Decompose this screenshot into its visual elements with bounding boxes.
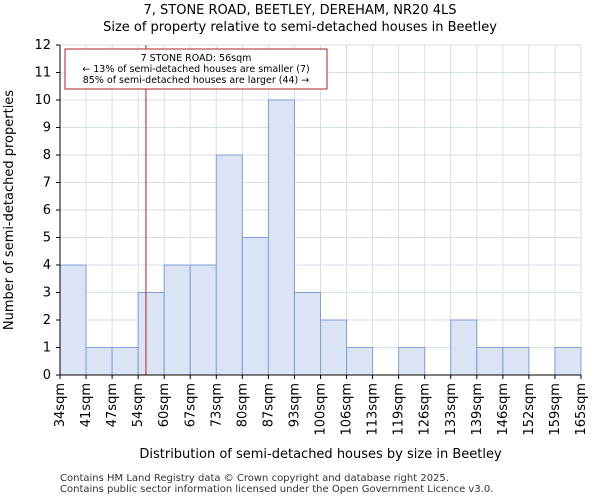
bar <box>111 347 139 376</box>
x-tick-label: 34sqm <box>53 383 68 427</box>
bar <box>554 347 582 376</box>
x-tick-label: 41sqm <box>79 383 94 427</box>
footer-line-1: Contains HM Land Registry data © Crown c… <box>60 473 449 484</box>
bar <box>398 347 426 376</box>
bar <box>293 292 322 376</box>
y-tick-label: 3 <box>43 286 51 301</box>
bar <box>189 264 217 376</box>
x-tick-label: 87sqm <box>261 383 276 427</box>
x-tick-label: 146sqm <box>496 383 511 436</box>
x-tick-label: 159sqm <box>548 383 563 436</box>
y-tick-label: 8 <box>43 148 51 163</box>
bar <box>476 347 504 376</box>
y-tick-label: 5 <box>43 231 51 246</box>
y-tick-label: 2 <box>43 313 51 328</box>
bar <box>450 319 478 376</box>
bar <box>137 292 165 376</box>
x-tick-label: 60sqm <box>157 383 172 427</box>
bar <box>320 319 348 376</box>
y-tick-label: 10 <box>34 93 51 108</box>
y-tick-label: 0 <box>43 368 51 383</box>
x-tick-label: 100sqm <box>314 383 329 436</box>
x-tick-label: 93sqm <box>287 383 302 427</box>
x-tick-label: 106sqm <box>340 383 355 436</box>
x-tick-label: 73sqm <box>209 383 224 427</box>
x-tick-label: 126sqm <box>418 383 433 436</box>
y-tick-label: 9 <box>43 121 51 136</box>
x-tick-label: 113sqm <box>366 383 381 436</box>
y-tick-label: 4 <box>43 258 51 273</box>
bar <box>59 264 87 376</box>
x-tick-label: 47sqm <box>105 383 120 427</box>
marker-annotation: 7 STONE ROAD: 56sqm ← 13% of semi-detach… <box>64 48 328 90</box>
bar <box>502 347 530 376</box>
y-tick-label: 1 <box>43 341 51 356</box>
x-tick-label: 119sqm <box>392 383 407 436</box>
chart-subtitle: Size of property relative to semi-detach… <box>103 20 497 35</box>
bar <box>346 347 374 376</box>
bar <box>215 154 243 376</box>
x-tick-label: 152sqm <box>522 383 537 436</box>
x-tick-label: 80sqm <box>235 383 250 427</box>
annotation-box <box>64 48 328 90</box>
annotation-line-1: 7 STONE ROAD: 56sqm <box>141 53 252 64</box>
annotation-line-3: 85% of semi-detached houses are larger (… <box>83 75 310 86</box>
y-axis-label: Number of semi-detached properties <box>2 90 17 330</box>
y-tick-label: 7 <box>43 176 51 191</box>
y-tick-label: 6 <box>43 203 51 218</box>
bars <box>59 99 582 376</box>
bar <box>163 264 191 376</box>
annotation-line-2: ← 13% of semi-detached houses are smalle… <box>82 64 310 75</box>
x-tick-label: 139sqm <box>470 383 485 436</box>
x-tick-label: 67sqm <box>183 383 198 427</box>
x-tick-labels: 34sqm 41sqm 47sqm 54sqm 60sqm 67sqm 73sqm 80sqm… <box>53 375 589 436</box>
x-axis-label: Distribution of semi-detached houses by … <box>139 447 502 462</box>
bar <box>267 99 295 376</box>
bar <box>85 347 113 376</box>
y-tick-label: 12 <box>34 38 51 53</box>
footer-line-2: Contains public sector information licen… <box>60 484 494 495</box>
y-tick-label: 11 <box>34 66 51 81</box>
x-tick-label: 165sqm <box>574 383 589 436</box>
bar <box>241 237 269 376</box>
x-tick-label: 54sqm <box>131 383 146 427</box>
chart-title: 7, STONE ROAD, BEETLEY, DEREHAM, NR20 4L… <box>143 3 457 18</box>
x-tick-label: 133sqm <box>444 383 459 436</box>
